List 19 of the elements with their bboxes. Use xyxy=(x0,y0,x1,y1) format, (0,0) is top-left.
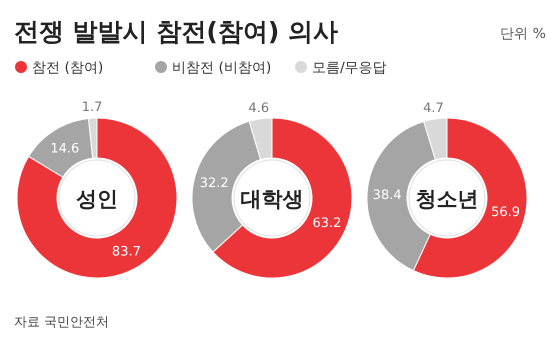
legend-label: 모름/무응답 xyxy=(312,60,387,76)
data-label: 63.2 xyxy=(312,216,342,232)
text: 대학생 xyxy=(240,187,304,211)
text: 전쟁 발발시 참전(참여) 의사 xyxy=(14,17,338,46)
data-label: 4.7 xyxy=(423,101,444,116)
text: 자료 국민안전처 xyxy=(14,315,110,330)
data-label: 56.9 xyxy=(491,204,520,220)
data-label: 38.4 xyxy=(372,188,402,203)
data-label: 1.7 xyxy=(82,100,102,116)
data-label: 32.2 xyxy=(200,176,229,191)
legend-label: 비참전 (비참여) xyxy=(172,60,272,76)
data-label: 4.6 xyxy=(248,100,270,116)
data-label: 83.7 xyxy=(112,244,141,260)
text: 단위 % xyxy=(500,26,546,42)
data-label: 14.6 xyxy=(50,141,80,156)
text: 청소년 xyxy=(416,187,478,211)
legend-label: 참전 (참여) xyxy=(32,60,104,76)
text: 성인 xyxy=(76,187,118,211)
donut-slice xyxy=(16,118,178,278)
